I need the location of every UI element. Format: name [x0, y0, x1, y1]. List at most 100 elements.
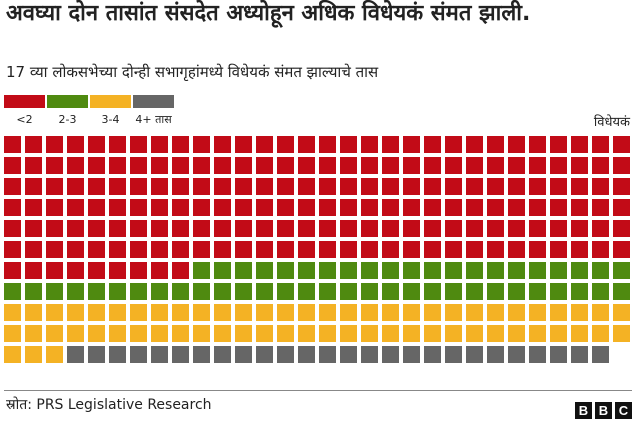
waffle-cell-2-3 [256, 283, 273, 300]
waffle-cell-lt2 [214, 157, 231, 174]
waffle-cell-3-4 [256, 325, 273, 342]
waffle-cell-3-4 [529, 325, 546, 342]
waffle-cell-lt2 [109, 241, 126, 258]
waffle-cell-lt2 [235, 136, 252, 153]
waffle-cell-4plus [319, 346, 336, 363]
waffle-cell-lt2 [4, 178, 21, 195]
waffle-cell-lt2 [340, 241, 357, 258]
waffle-cell-3-4 [151, 325, 168, 342]
waffle-cell-4plus [487, 346, 504, 363]
waffle-cell-3-4 [361, 325, 378, 342]
waffle-cell-3-4 [340, 304, 357, 321]
waffle-cell-3-4 [445, 304, 462, 321]
waffle-cell-3-4 [25, 304, 42, 321]
waffle-cell-lt2 [256, 136, 273, 153]
waffle-cell-4plus [550, 346, 567, 363]
waffle-cell-4plus [235, 346, 252, 363]
waffle-cell-lt2 [46, 136, 63, 153]
waffle-cell-2-3 [550, 283, 567, 300]
waffle-cell-lt2 [508, 157, 525, 174]
waffle-cell-4plus [193, 346, 210, 363]
waffle-cell-3-4 [46, 325, 63, 342]
bbc-logo-letter-3: C [615, 402, 632, 419]
waffle-cell-3-4 [25, 346, 42, 363]
waffle-cell-lt2 [403, 220, 420, 237]
waffle-cell-3-4 [592, 325, 609, 342]
waffle-cell-2-3 [340, 262, 357, 279]
legend-label-lt2: <2 [16, 113, 33, 126]
waffle-cell-lt2 [529, 157, 546, 174]
waffle-cell-3-4 [424, 304, 441, 321]
waffle-cell-lt2 [25, 136, 42, 153]
waffle-cell-2-3 [214, 283, 231, 300]
waffle-cell-lt2 [277, 178, 294, 195]
waffle-cell-lt2 [67, 136, 84, 153]
waffle-cell-3-4 [424, 325, 441, 342]
waffle-cell-lt2 [130, 199, 147, 216]
waffle-cell-2-3 [487, 262, 504, 279]
waffle-cell-lt2 [46, 262, 63, 279]
legend-swatch-3-4 [90, 95, 131, 108]
legend-item-2-3: 2-3 [47, 95, 89, 131]
waffle-cell-lt2 [256, 241, 273, 258]
waffle-cell-lt2 [361, 199, 378, 216]
waffle-cell-lt2 [25, 220, 42, 237]
waffle-cell-3-4 [298, 325, 315, 342]
waffle-cell-2-3 [529, 283, 546, 300]
waffle-cell-lt2 [571, 178, 588, 195]
waffle-cell-lt2 [382, 157, 399, 174]
waffle-cell-4plus [298, 346, 315, 363]
waffle-cell-3-4 [529, 304, 546, 321]
waffle-cell-lt2 [25, 157, 42, 174]
waffle-cell-lt2 [214, 136, 231, 153]
waffle-cell-3-4 [214, 304, 231, 321]
waffle-cell-4plus [214, 346, 231, 363]
waffle-cell-lt2 [319, 157, 336, 174]
waffle-cell-lt2 [130, 220, 147, 237]
waffle-cell-lt2 [466, 178, 483, 195]
waffle-cell-lt2 [382, 241, 399, 258]
waffle-cell-3-4 [487, 325, 504, 342]
waffle-cell-lt2 [487, 178, 504, 195]
waffle-cell-lt2 [550, 241, 567, 258]
waffle-cell-lt2 [109, 199, 126, 216]
waffle-cell-lt2 [109, 262, 126, 279]
legend-item-lt2: <2 [4, 95, 46, 131]
waffle-cell-lt2 [67, 220, 84, 237]
waffle-cell-lt2 [613, 178, 630, 195]
waffle-cell-lt2 [4, 220, 21, 237]
waffle-cell-3-4 [109, 325, 126, 342]
waffle-cell-2-3 [508, 262, 525, 279]
waffle-cell-2-3 [466, 262, 483, 279]
waffle-cell-2-3 [571, 283, 588, 300]
waffle-cell-2-3 [529, 262, 546, 279]
waffle-cell-4plus [592, 346, 609, 363]
waffle-cell-lt2 [340, 136, 357, 153]
waffle-cell-lt2 [4, 199, 21, 216]
waffle-cell-lt2 [235, 241, 252, 258]
waffle-cell-lt2 [445, 220, 462, 237]
waffle-cell-4plus [340, 346, 357, 363]
waffle-cell-2-3 [256, 262, 273, 279]
waffle-cell-lt2 [424, 157, 441, 174]
waffle-cell-lt2 [424, 241, 441, 258]
waffle-cell-lt2 [193, 178, 210, 195]
waffle-cell-lt2 [130, 178, 147, 195]
waffle-cell-lt2 [172, 220, 189, 237]
waffle-cell-lt2 [151, 157, 168, 174]
waffle-cell-lt2 [466, 136, 483, 153]
waffle-cell-lt2 [571, 220, 588, 237]
waffle-cell-lt2 [130, 157, 147, 174]
waffle-cell-lt2 [571, 136, 588, 153]
waffle-cell-lt2 [319, 241, 336, 258]
waffle-cell-lt2 [151, 241, 168, 258]
waffle-cell-lt2 [592, 136, 609, 153]
waffle-cell-2-3 [193, 262, 210, 279]
waffle-cell-lt2 [4, 157, 21, 174]
waffle-cell-lt2 [403, 241, 420, 258]
waffle-cell-lt2 [382, 136, 399, 153]
waffle-cell-2-3 [487, 283, 504, 300]
waffle-cell-lt2 [466, 199, 483, 216]
waffle-cell-3-4 [508, 325, 525, 342]
waffle-cell-lt2 [46, 241, 63, 258]
